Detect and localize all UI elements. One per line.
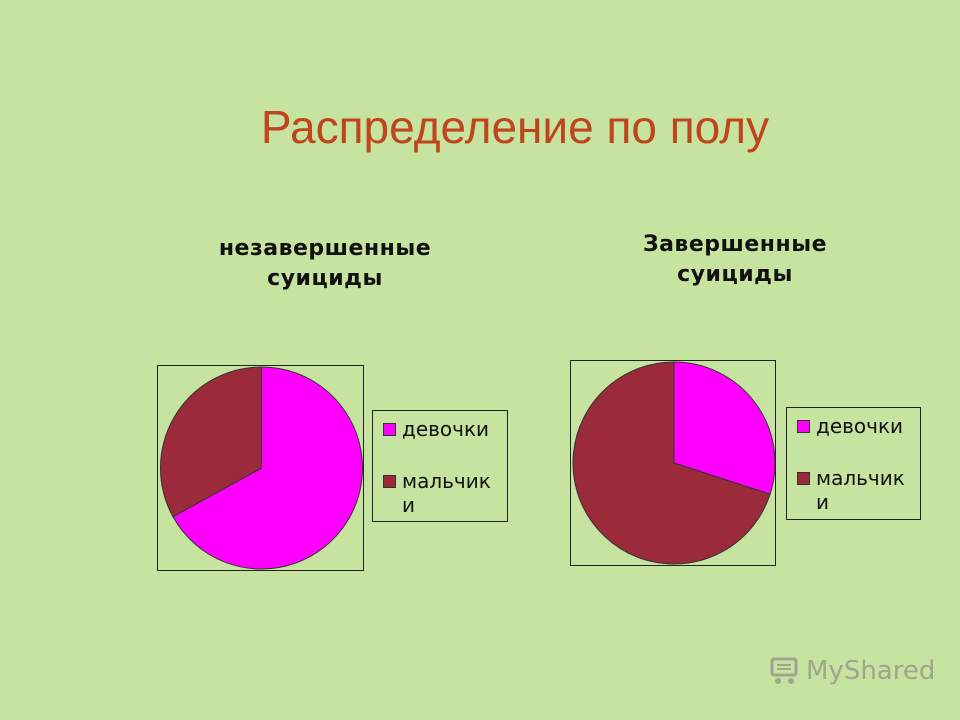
chart-title-complete: Завершенные суициды xyxy=(620,230,850,290)
slide-title: Распределение по полу xyxy=(260,101,770,153)
legend-incomplete: девочки мальчик и xyxy=(372,410,508,522)
pie-chart-incomplete xyxy=(160,366,363,570)
legend-label-boys: мальчик и xyxy=(402,469,491,517)
chart-title-line: Завершенные xyxy=(642,232,828,257)
legend-label-boys: мальчик и xyxy=(816,466,905,514)
pie-slice-girls xyxy=(172,366,363,570)
pie-slice-boys xyxy=(572,361,771,565)
legend-swatch-girls xyxy=(383,423,396,436)
legend-item-boys: мальчик и xyxy=(797,466,917,514)
legend-complete: девочки мальчик и xyxy=(786,407,921,520)
legend-item-girls: девочки xyxy=(797,414,903,438)
chart-title-line: незавершенные xyxy=(218,236,432,261)
chart-title-incomplete: незавершенные суициды xyxy=(205,234,445,294)
legend-label-girls: девочки xyxy=(402,417,490,441)
pie-slice-girls xyxy=(673,361,775,495)
watermark: MyShared xyxy=(768,656,935,686)
pie-plot-area-complete xyxy=(570,360,776,566)
legend-item-boys: мальчик и xyxy=(383,469,503,517)
legend-label-girls: девочки xyxy=(816,414,904,438)
legend-item-girls: девочки xyxy=(383,417,489,441)
watermark-text: MyShared xyxy=(806,656,936,686)
legend-swatch-boys xyxy=(797,472,810,485)
pie-plot-area-incomplete xyxy=(157,365,364,571)
chart-title-line: суициды xyxy=(267,266,383,291)
legend-swatch-girls xyxy=(797,420,810,433)
pie-slice-boys xyxy=(160,366,262,518)
cart-icon xyxy=(770,657,798,684)
pie-chart-complete xyxy=(572,361,775,565)
legend-swatch-boys xyxy=(383,475,396,488)
chart-title-line: суициды xyxy=(677,262,793,287)
